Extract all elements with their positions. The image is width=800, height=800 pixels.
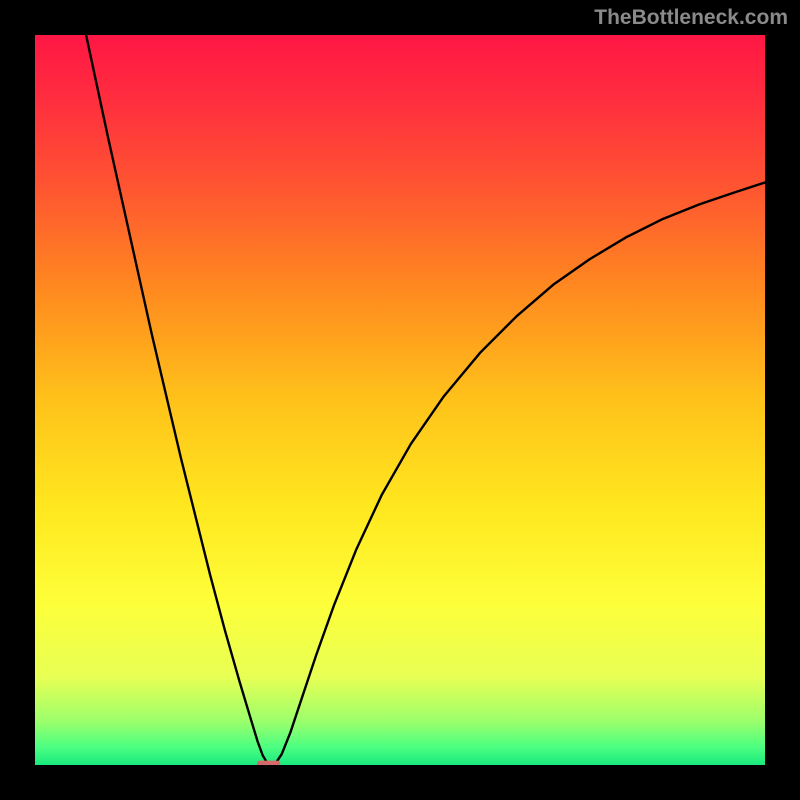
plot-area [35, 35, 765, 765]
optimum-marker [257, 761, 280, 765]
chart-svg [35, 35, 765, 765]
chart-frame [0, 0, 800, 800]
watermark-text: TheBottleneck.com [594, 6, 788, 30]
chart-background [35, 35, 765, 765]
